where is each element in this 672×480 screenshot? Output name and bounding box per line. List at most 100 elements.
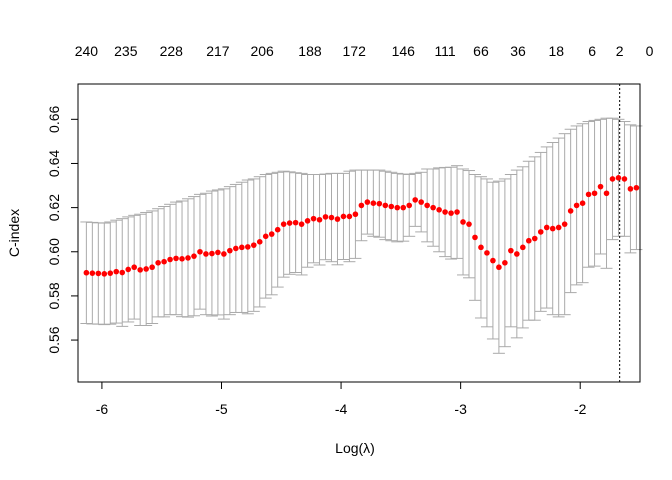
data-point [233,245,239,252]
data-point [573,202,580,209]
top-axis-label: 111 [434,43,455,59]
y-tick-label: 0.64 [46,150,62,177]
top-axis-label: 66 [473,43,489,59]
data-point [579,200,586,206]
x-tick-label: -3 [454,401,467,417]
data-point [430,204,436,211]
top-axis-label: 235 [114,43,138,59]
data-point [143,266,149,272]
data-point [256,239,263,245]
x-axis-label: Log(λ) [335,440,375,456]
data-point [490,257,496,264]
data-point [621,176,628,182]
top-axis-label: 217 [206,43,230,59]
data-point [567,208,574,214]
data-point [436,207,442,213]
data-point [328,214,335,221]
data-point [107,270,114,276]
data-point [412,197,419,203]
data-point [280,221,287,227]
data-point [370,200,377,206]
top-axis-label: 2 [616,43,624,59]
data-point [262,233,269,240]
data-point [215,249,221,256]
y-tick-label: 0.60 [46,238,62,265]
data-point [149,264,155,271]
data-point [520,244,526,251]
data-point [292,219,299,226]
data-point [591,190,598,197]
data-point [496,264,502,271]
top-axis-label: 240 [75,43,99,59]
data-point [472,234,478,241]
data-point [394,204,401,211]
data-point [274,226,281,233]
data-point [83,269,90,276]
data-point [298,221,305,227]
data-point [376,200,383,207]
data-point [95,270,102,277]
data-points [83,175,640,277]
data-point [514,251,520,257]
data-point [352,211,359,218]
data-point [137,267,143,273]
top-axis-label: 36 [510,43,526,59]
data-point [340,213,347,220]
data-point [346,213,353,220]
data-point [185,255,191,261]
data-point [609,176,616,182]
data-point [543,224,550,231]
y-axis: 0.56 0.58 0.60 0.62 0.64 0.66 [46,105,79,354]
y-tick-label: 0.62 [46,194,62,221]
x-tick-label: -4 [335,401,348,417]
data-point [466,221,472,227]
top-axis-label: 188 [298,43,322,59]
data-point [286,220,293,226]
data-point [227,247,233,254]
data-point [209,250,215,257]
y-tick-label: 0.56 [46,326,62,353]
x-tick-label: -2 [574,401,587,417]
x-axis: -6 -5 -4 -3 -2 [96,381,587,417]
data-point [364,199,371,205]
data-point [454,209,460,215]
data-point [125,266,132,273]
top-axis-label: 0 [646,43,654,59]
data-point [113,268,120,275]
data-point [388,203,395,210]
data-point [310,215,317,222]
data-point [119,269,126,276]
data-point [268,231,275,237]
top-axis-label: 228 [160,43,184,59]
y-tick-label: 0.58 [46,282,62,309]
data-point [191,253,197,259]
data-point [239,244,245,251]
data-point [89,270,96,276]
data-point [525,237,532,244]
data-point [537,229,544,235]
top-axis-label: 206 [250,43,274,59]
data-point [382,202,389,209]
data-point [155,260,161,266]
data-point [442,209,448,215]
data-point [334,216,341,222]
top-axis: 240 235 228 217 206 188 172 146 111 66 36 18 6 2 0 [75,43,654,59]
data-point [244,244,251,250]
data-point [502,260,508,266]
data-point [597,183,604,190]
data-point [555,224,562,231]
data-point [221,251,227,257]
top-axis-label: 18 [549,43,565,59]
data-point [316,216,323,223]
data-point [418,199,424,205]
data-point [131,264,137,271]
x-tick-label: -5 [215,401,228,417]
data-point [448,210,454,216]
data-point [627,186,634,192]
data-point [197,248,203,255]
data-point [322,214,329,220]
data-point [603,190,610,197]
data-point [406,202,413,209]
